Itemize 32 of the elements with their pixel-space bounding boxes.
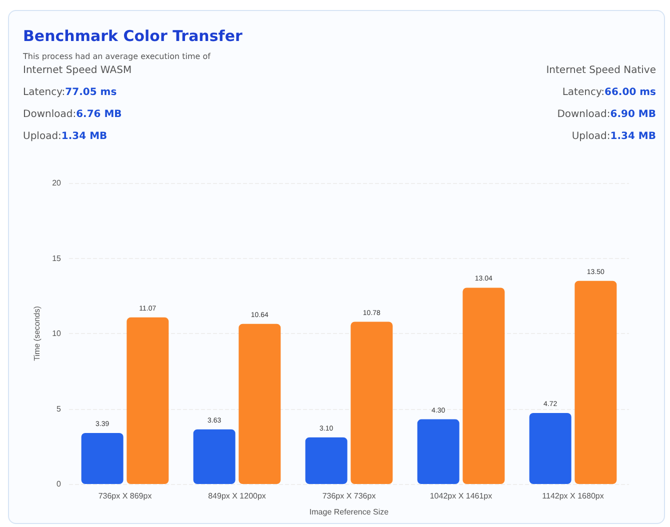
x-tick-label: 736px X 736px [322,492,376,500]
x-axis-title: Image Reference Size [309,508,390,516]
text: Internet Speed Native [546,65,656,78]
bar [193,429,236,484]
x-tick-label: 736px X 869px [98,492,152,500]
chart-title: Benchmark Color Transfer [23,27,242,45]
y-tick-label: 15 [52,254,62,263]
y-axis-title: Time (seconds) [32,306,42,361]
bar [238,324,281,484]
text: Upload:1.34 MB [23,131,108,144]
y-tick-label: 0 [56,480,62,488]
chart-subtitle: This process had an average execution time of [23,52,210,61]
text: Upload:1.34 MB [570,131,656,144]
x-tick-label: 849px X 1200px [208,492,266,500]
x-tick-label: 1042px X 1461px [430,492,492,500]
text: Download:6.90 MB [556,109,656,122]
x-tick-label: 1142px X 1680px [542,492,604,500]
bar [574,280,617,484]
y-tick-label: 20 [52,178,62,188]
bar [305,437,348,484]
text: Download:6.76 MB [23,109,123,122]
text: Latency:77.05 ms [23,87,118,100]
bar [350,322,393,484]
bar [126,317,169,484]
bar [529,412,572,484]
text: Latency:66.00 ms [561,87,656,100]
bar [417,419,460,484]
y-tick-label: 10 [52,329,62,338]
text: Internet Speed WASM [23,65,132,78]
y-tick-label: 5 [56,404,62,414]
bar [462,288,505,484]
bar [81,432,124,484]
